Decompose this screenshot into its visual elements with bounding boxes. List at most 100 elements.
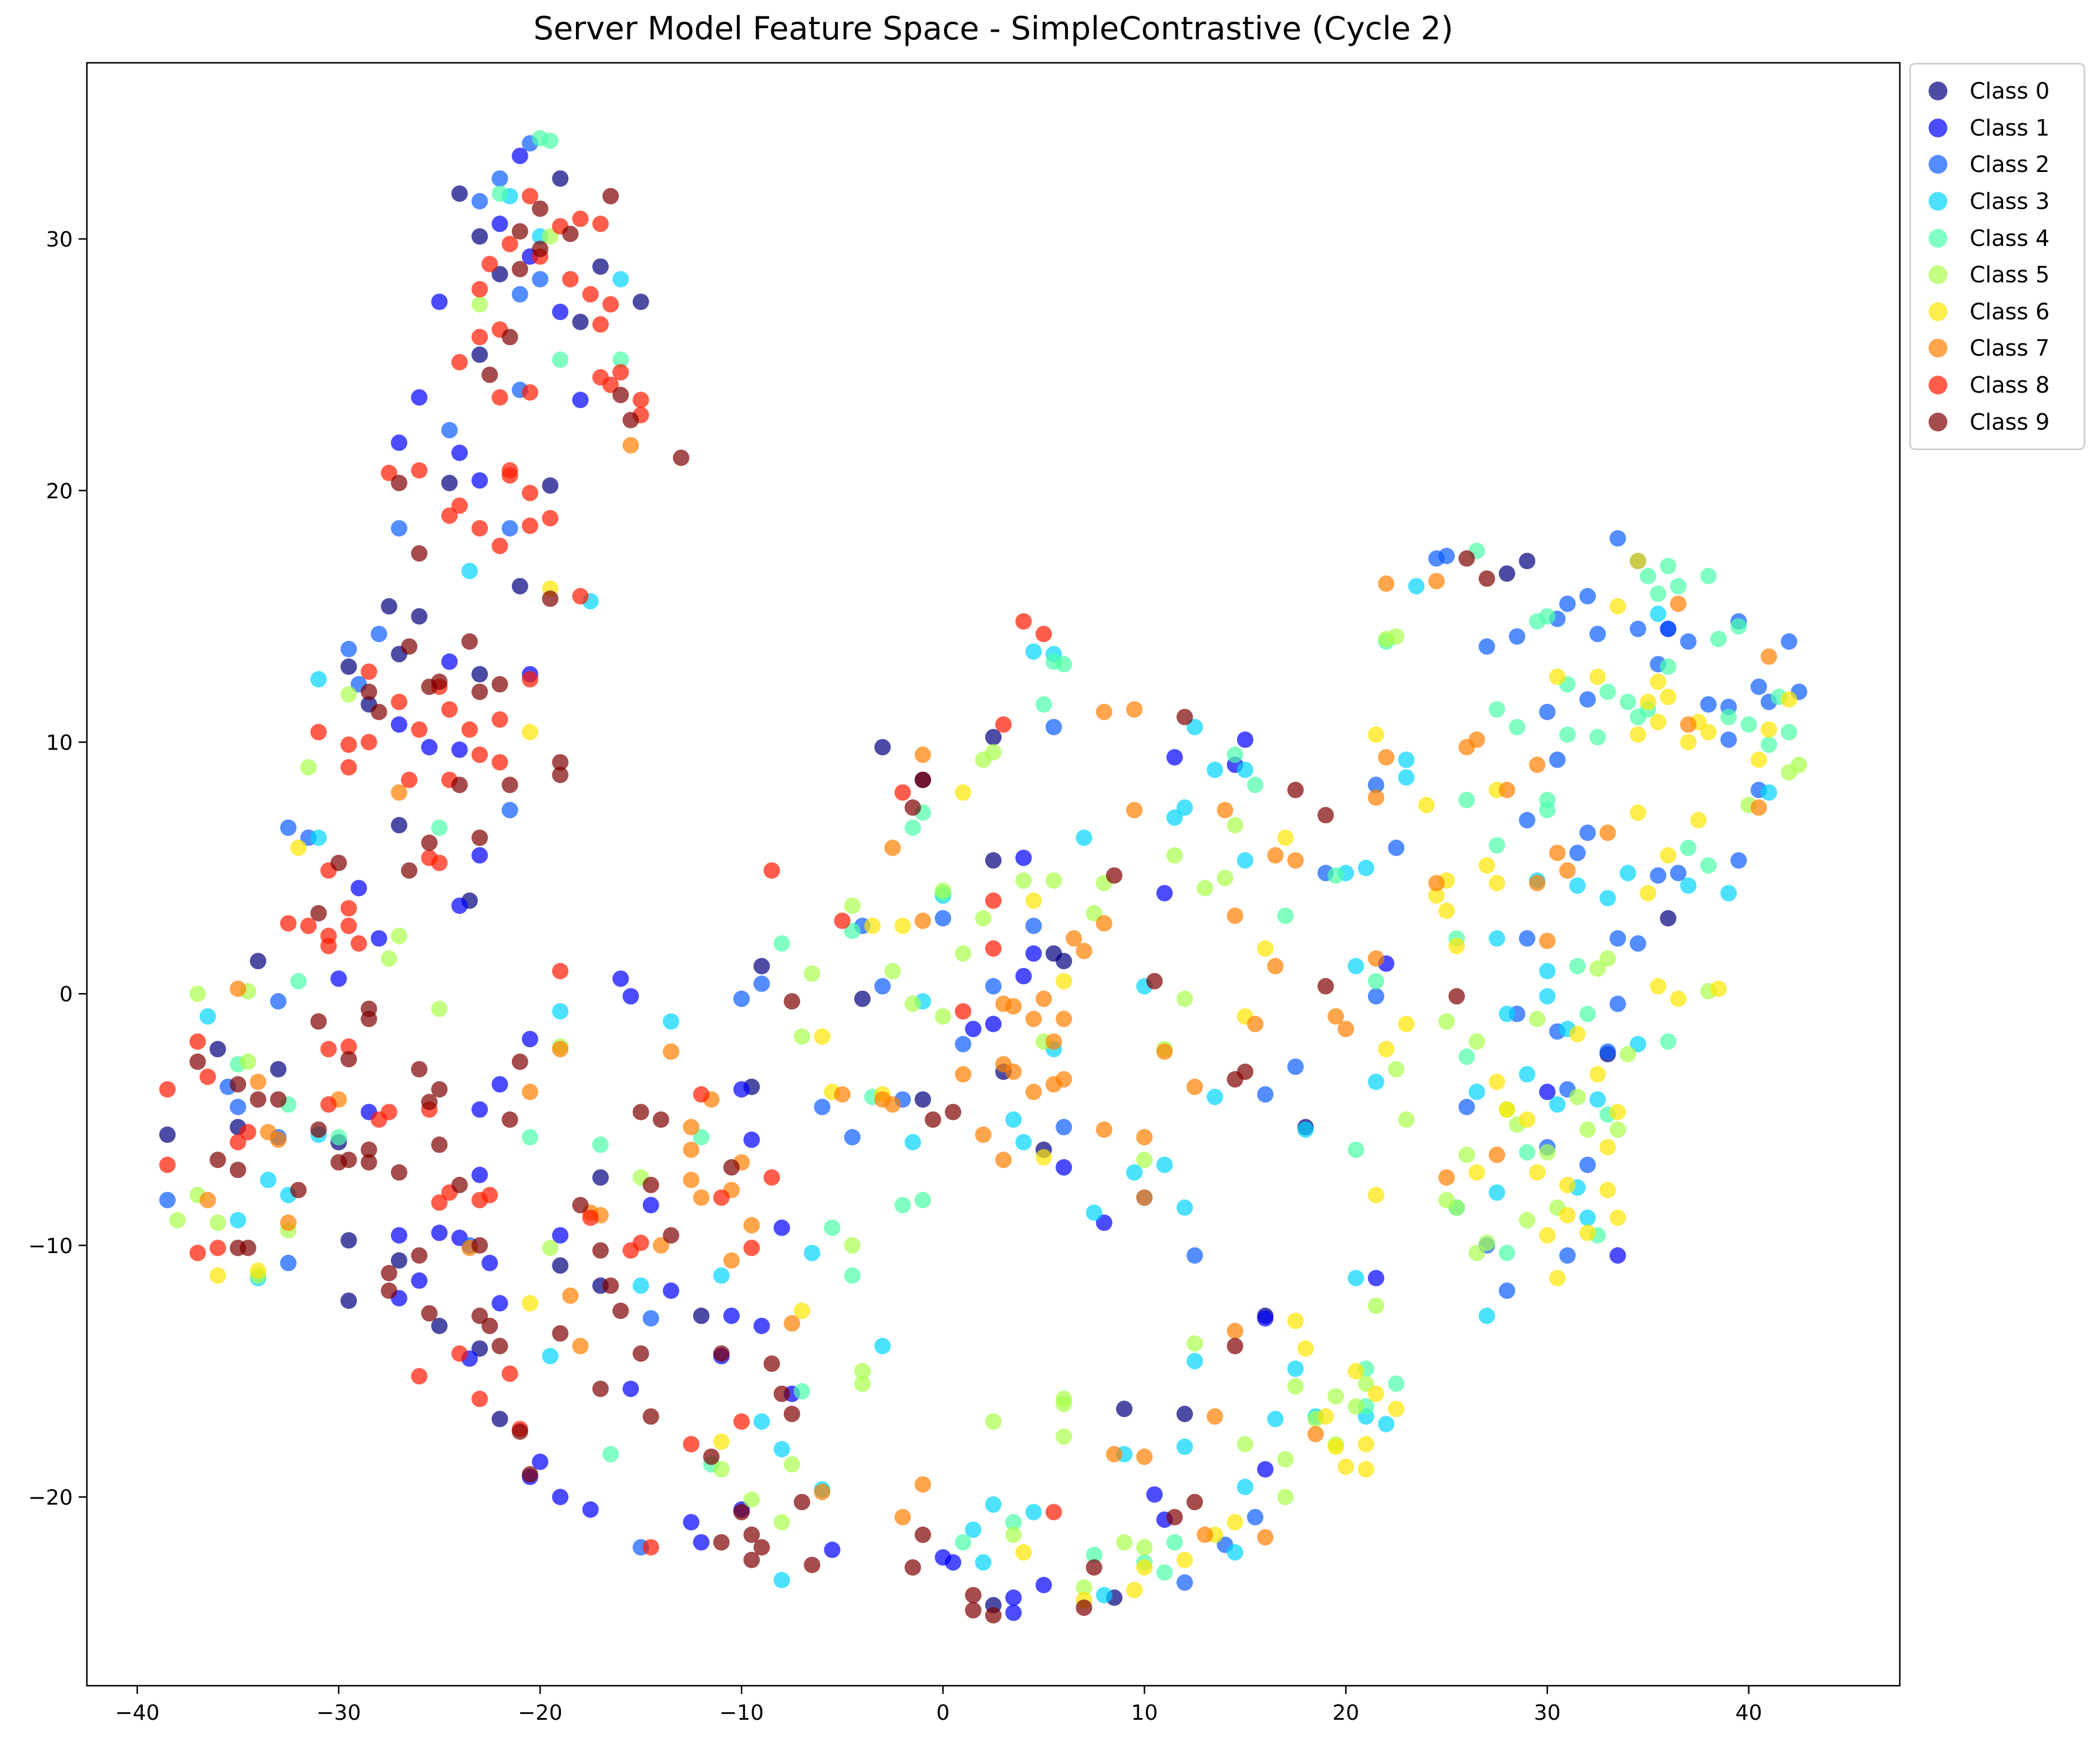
point-class-6: [1337, 1459, 1354, 1475]
point-class-6: [1761, 721, 1777, 738]
point-class-4: [431, 819, 448, 836]
point-class-4: [914, 1192, 931, 1209]
point-class-5: [1458, 1146, 1475, 1163]
point-class-6: [1660, 847, 1677, 864]
point-class-6: [210, 1267, 226, 1284]
point-class-0: [854, 990, 871, 1007]
point-class-7: [884, 1096, 901, 1113]
point-class-8: [985, 892, 1002, 909]
point-class-5: [1287, 1378, 1304, 1395]
point-class-9: [189, 1053, 206, 1070]
point-class-2: [1287, 1058, 1304, 1075]
point-class-7: [834, 1086, 851, 1103]
point-class-3: [1720, 885, 1737, 902]
point-class-2: [1650, 867, 1667, 884]
point-class-9: [602, 188, 619, 205]
point-class-7: [1066, 930, 1083, 947]
point-class-3: [1226, 1544, 1243, 1561]
point-class-3: [1025, 1504, 1042, 1521]
point-class-0: [592, 258, 609, 275]
point-class-6: [1569, 1025, 1586, 1042]
point-class-4: [1498, 1244, 1515, 1261]
point-class-9: [1317, 806, 1334, 823]
point-class-9: [360, 683, 377, 700]
point-class-2: [501, 802, 518, 819]
point-class-7: [1468, 731, 1485, 748]
point-class-4: [552, 351, 569, 368]
point-class-7: [1025, 1084, 1042, 1101]
point-class-4: [1660, 558, 1677, 575]
point-class-7: [1559, 862, 1576, 879]
point-class-3: [713, 1267, 730, 1284]
point-class-7: [1136, 1129, 1153, 1146]
point-class-9: [592, 1242, 609, 1259]
point-class-2: [1750, 679, 1767, 696]
point-class-0: [471, 228, 488, 245]
point-class-3: [632, 1277, 649, 1294]
point-class-8: [441, 507, 458, 524]
point-class-0: [471, 346, 488, 363]
point-class-9: [1146, 973, 1163, 990]
point-class-8: [572, 210, 589, 227]
point-class-9: [471, 683, 488, 700]
point-class-9: [985, 1607, 1002, 1624]
point-class-2: [230, 1099, 247, 1115]
legend-entry: Class 1: [1911, 110, 2084, 147]
point-class-5: [1277, 1451, 1294, 1468]
point-class-6: [1670, 990, 1687, 1007]
point-class-2: [1367, 988, 1384, 1005]
x-tick-label: −40: [115, 1701, 160, 1725]
point-class-1: [612, 970, 629, 987]
point-class-9: [270, 1091, 286, 1108]
point-class-4: [844, 1267, 861, 1284]
point-class-8: [521, 517, 538, 534]
point-class-7: [1005, 1064, 1022, 1080]
point-class-3: [259, 1172, 277, 1189]
point-class-8: [985, 940, 1002, 957]
point-class-3: [1488, 1184, 1505, 1201]
point-class-6: [521, 724, 538, 741]
point-class-6: [250, 1262, 267, 1279]
point-class-1: [753, 1318, 770, 1334]
point-class-9: [1076, 1599, 1093, 1616]
point-class-8: [733, 1413, 750, 1430]
point-class-6: [1579, 1224, 1596, 1241]
point-class-2: [985, 978, 1002, 995]
point-class-5: [1589, 960, 1606, 977]
point-class-9: [532, 241, 548, 258]
point-class-2: [270, 993, 286, 1010]
point-class-6: [1549, 1270, 1566, 1287]
point-class-9: [451, 1176, 468, 1193]
point-class-8: [481, 1187, 498, 1204]
point-class-9: [642, 1408, 659, 1425]
x-tick-label: −20: [518, 1701, 562, 1725]
point-class-9: [521, 1466, 538, 1483]
point-class-2: [501, 520, 518, 537]
point-class-3: [1589, 1091, 1606, 1108]
point-class-6: [1226, 1514, 1243, 1531]
point-class-0: [210, 1041, 226, 1058]
legend-marker: [1929, 118, 1947, 137]
point-class-2: [1177, 1574, 1193, 1591]
point-class-9: [421, 834, 438, 851]
point-class-5: [1076, 1579, 1093, 1596]
point-class-9: [783, 993, 800, 1010]
point-class-6: [713, 1433, 730, 1450]
point-class-1: [1257, 1310, 1274, 1327]
point-class-6: [1660, 688, 1677, 706]
point-class-4: [1458, 1048, 1475, 1065]
point-class-3: [1206, 1088, 1223, 1105]
point-class-8: [481, 255, 498, 272]
point-class-9: [1478, 570, 1495, 587]
point-class-1: [1166, 749, 1183, 766]
point-class-1: [743, 1131, 760, 1148]
point-class-0: [542, 477, 559, 494]
point-class-5: [542, 1240, 559, 1257]
point-class-0: [552, 170, 569, 187]
point-class-7: [894, 1508, 911, 1525]
point-class-9: [411, 1061, 428, 1078]
point-class-6: [1367, 1385, 1384, 1402]
point-class-1: [683, 1514, 700, 1531]
point-class-7: [814, 1483, 831, 1500]
